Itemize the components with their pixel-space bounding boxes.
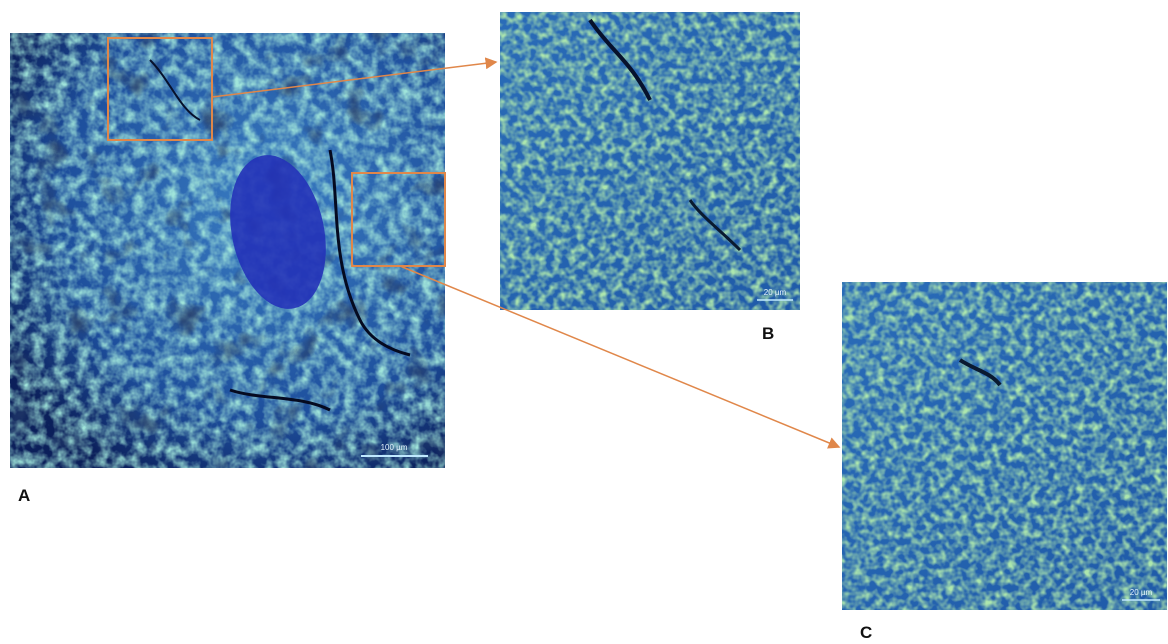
panel-c: 20 µm C [842, 282, 1167, 642]
panel-label: A [18, 486, 30, 505]
scale-label: 20 µm [1130, 588, 1153, 597]
panel-label: B [762, 324, 774, 343]
panel-label: C [860, 623, 872, 642]
scale-label: 100 µm [381, 443, 408, 452]
texture [500, 12, 800, 310]
texture [842, 282, 1167, 610]
figure: 100 µm A 20 µm B 20 µm C [0, 0, 1168, 644]
scale-label: 20 µm [764, 288, 787, 297]
dark-regions [10, 33, 445, 468]
panel-a: 100 µm A [10, 33, 445, 505]
panel-b: 20 µm B [500, 12, 800, 343]
